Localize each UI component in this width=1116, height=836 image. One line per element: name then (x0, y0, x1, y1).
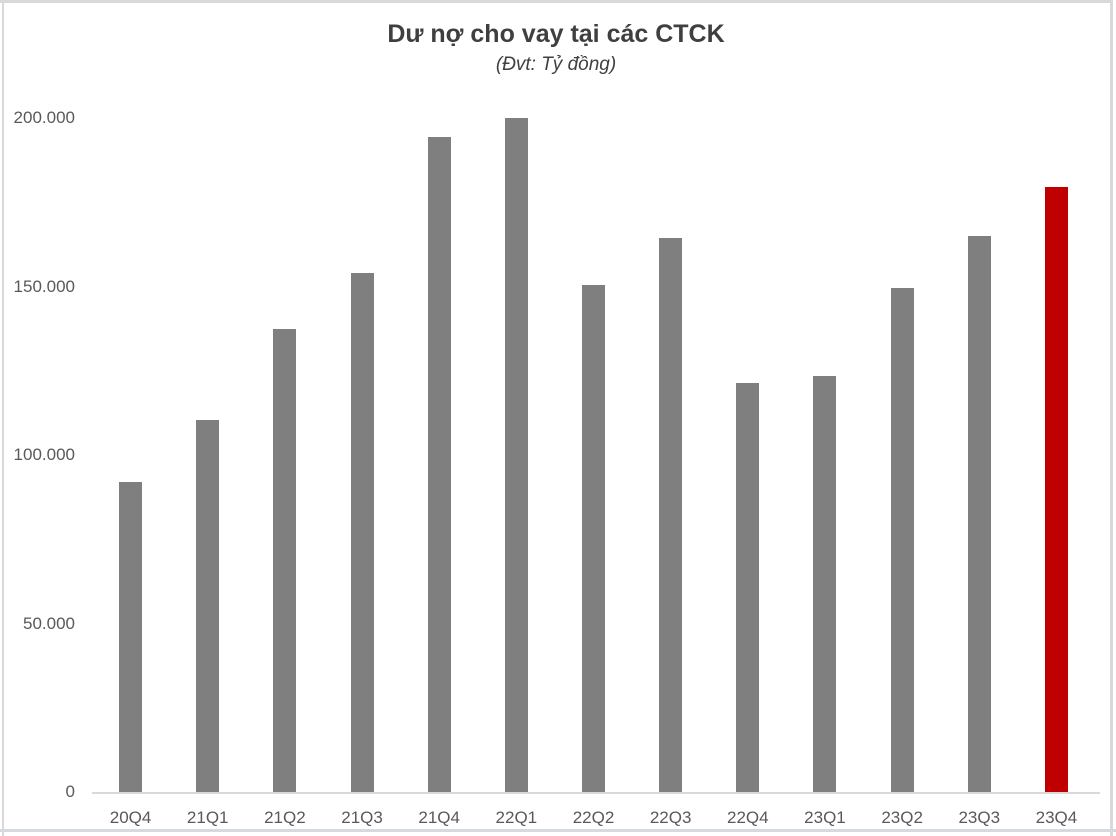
y-tick-label-150000: 150.000 (13, 276, 75, 296)
card-border-left (2, 0, 4, 836)
chart-title: Dư nợ cho vay tại các CTCK (387, 20, 725, 48)
x-tick-label-21Q4: 21Q4 (418, 808, 460, 827)
x-tick-label-23Q4: 23Q4 (1035, 808, 1078, 827)
x-tick-label-21Q1: 21Q1 (186, 808, 229, 827)
x-tick-label-22Q2: 22Q2 (572, 808, 615, 827)
x-axis-line (92, 792, 1100, 794)
y-tick-label-50000: 50.000 (23, 613, 75, 633)
x-tick-label-22Q1: 22Q1 (495, 808, 538, 827)
x-tick-label-21Q3: 21Q3 (341, 808, 383, 827)
x-tick-label-20Q4: 20Q4 (109, 808, 152, 827)
card-border-right (1110, 0, 1113, 836)
x-tick-label-21Q2: 21Q2 (264, 808, 306, 827)
bar-23Q4 (1044, 187, 1068, 792)
x-tick-label-23Q1: 23Q1 (804, 808, 846, 827)
y-tick-label-0: 0 (65, 782, 75, 801)
bar-21Q1 (196, 419, 220, 792)
x-tick-label-22Q4: 22Q4 (727, 808, 769, 827)
x-tick-label-23Q3: 23Q3 (958, 808, 1001, 827)
y-tick-label-100000: 100.000 (13, 445, 75, 464)
y-tick-label-200000: 200.000 (13, 108, 75, 127)
bar-22Q3 (659, 237, 683, 792)
bar-23Q2 (890, 288, 914, 792)
bar-23Q3 (967, 235, 991, 792)
x-tick-label-22Q3: 22Q3 (649, 808, 692, 827)
card-border-top (0, 0, 1112, 3)
bar-22Q4 (736, 382, 760, 792)
x-tick-label-23Q2: 23Q2 (881, 808, 923, 827)
bar-21Q3 (350, 273, 374, 792)
chart-subtitle: (Đvt: Tỷ đồng) (495, 54, 617, 75)
card-border-bottom (0, 829, 1116, 832)
bar-23Q1 (813, 375, 837, 792)
bar-20Q4 (119, 481, 143, 792)
bar-21Q2 (273, 328, 297, 792)
bar-22Q2 (582, 284, 605, 792)
bar-21Q4 (427, 136, 451, 792)
bar-22Q1 (504, 118, 528, 792)
